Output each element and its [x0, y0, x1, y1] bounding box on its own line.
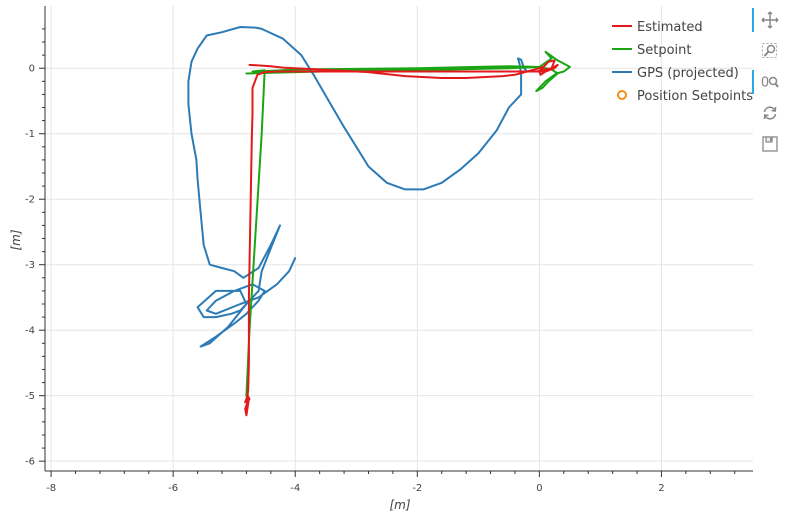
y-tick-label: -3 — [25, 260, 35, 271]
legend-label: Position Setpoints — [637, 89, 753, 104]
legend-marker — [617, 90, 627, 100]
save-icon — [762, 136, 778, 152]
legend-item: Position Setpoints — [617, 89, 753, 104]
reset-icon — [763, 106, 777, 120]
wheel-zoom-tool-button[interactable] — [752, 68, 788, 96]
y-tick-label: -2 — [25, 195, 35, 206]
y-tick-label: -6 — [25, 457, 35, 468]
x-tick-label: -6 — [168, 483, 178, 494]
y-tick-label: 0 — [29, 64, 35, 75]
series-layer — [187, 26, 571, 417]
series-line-gps-projected — [187, 26, 529, 348]
legend-label: Setpoint — [637, 43, 692, 58]
chart-toolbar — [752, 4, 788, 164]
x-tick-label: 0 — [536, 483, 542, 494]
reset-tool-button[interactable] — [752, 99, 788, 127]
legend-item: Setpoint — [612, 43, 692, 58]
axes — [39, 6, 753, 477]
legend-item: GPS (projected) — [612, 66, 739, 81]
wheel-zoom-icon — [761, 76, 779, 88]
series-line-estimated — [244, 59, 559, 417]
pan-tool-button[interactable] — [752, 6, 788, 34]
y-axis-label: [m] — [9, 229, 23, 250]
x-tick-label: -2 — [412, 483, 422, 494]
tick-labels: -8 -6 -4 -2 0 2 -6 -5 -4 -3 -2 -1 0 — [25, 64, 665, 494]
x-axis-label: [m] — [389, 498, 410, 512]
legend: Estimated Setpoint GPS (projected) Position… — [612, 20, 753, 104]
save-tool-button[interactable] — [752, 130, 788, 158]
y-tick-label: -5 — [25, 391, 35, 402]
box-zoom-icon — [762, 43, 777, 58]
series-line-setpoint — [245, 50, 571, 400]
pan-icon — [761, 11, 779, 29]
legend-item: Estimated — [612, 20, 703, 35]
legend-label: Estimated — [637, 20, 703, 35]
y-tick-label: -1 — [25, 129, 35, 140]
legend-label: GPS (projected) — [637, 66, 739, 81]
x-tick-label: 2 — [658, 483, 664, 494]
x-tick-label: -8 — [46, 483, 56, 494]
box-zoom-tool-button[interactable] — [752, 37, 788, 65]
x-tick-label: -4 — [290, 483, 300, 494]
y-tick-label: -4 — [25, 326, 35, 337]
